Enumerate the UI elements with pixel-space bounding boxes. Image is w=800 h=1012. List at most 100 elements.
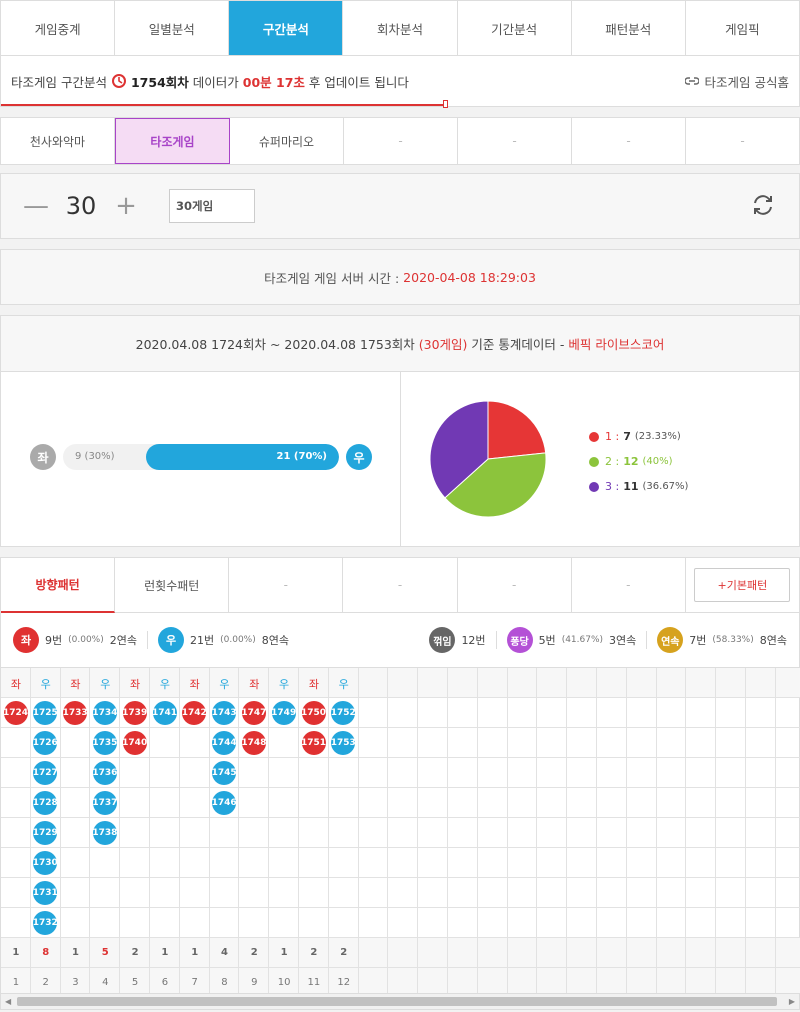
grid-cell — [418, 878, 448, 908]
grid-cell — [239, 818, 270, 848]
scroll-thumb[interactable] — [17, 997, 777, 1006]
notice-time: 00분 17초 — [242, 74, 305, 90]
legend-dot — [589, 481, 599, 492]
grid-cell — [358, 848, 389, 878]
tab-daily-analysis[interactable]: 일별분석 — [115, 1, 230, 55]
grid-cell — [537, 788, 568, 818]
increase-button[interactable]: + — [115, 191, 137, 221]
ptab-empty: - — [229, 558, 344, 613]
basic-pattern-button[interactable]: +기본패턴 — [694, 568, 791, 602]
link-icon — [684, 77, 699, 85]
grid-cell — [418, 668, 448, 698]
grid-cell — [60, 668, 91, 698]
tab-run-pattern[interactable]: 런횟수패턴 — [115, 558, 230, 613]
tab-section-analysis[interactable]: 구간분석 — [229, 1, 344, 55]
grid-cell — [448, 848, 478, 878]
decrease-button[interactable]: — — [23, 191, 49, 221]
tab-round-analysis[interactable]: 회차분석 — [343, 1, 458, 55]
grid-cell — [775, 818, 800, 848]
tab-game-relay[interactable]: 게임중계 — [1, 1, 116, 55]
pong-badge: 퐁당 — [506, 627, 533, 653]
grid-cell — [626, 728, 657, 758]
grid-cell — [209, 938, 240, 968]
grid-cell — [299, 878, 329, 908]
grid-cell — [388, 878, 419, 908]
grid-cell — [120, 848, 150, 878]
grid-cell — [775, 908, 800, 938]
tab-direction-pattern[interactable]: 방향패턴 — [1, 558, 116, 613]
grid-cell — [448, 878, 478, 908]
round-ball: 1737 — [92, 791, 117, 815]
column-index: 11 — [307, 977, 321, 988]
grid-cell — [60, 788, 91, 818]
grid-cell — [30, 818, 61, 848]
grid-cell — [477, 848, 508, 878]
grid-cell — [597, 728, 627, 758]
grid-cell — [716, 908, 746, 938]
refresh-icon[interactable] — [749, 191, 777, 219]
subtab-empty: - — [572, 118, 686, 164]
game-count-dropdown[interactable]: 30게임 — [169, 189, 255, 223]
column-head: 좌 — [308, 678, 319, 691]
notice-round: 1754회차 — [130, 74, 189, 90]
tab-game-pick[interactable]: 게임픽 — [725, 21, 760, 37]
column-head: 우 — [219, 678, 230, 691]
grid-cell — [269, 758, 299, 788]
grid-cell — [269, 788, 299, 818]
round-ball: 1748 — [241, 731, 266, 755]
round-ball: 1732 — [33, 911, 58, 935]
grid-cell — [477, 908, 508, 938]
tab-period-analysis[interactable]: 기간분석 — [458, 1, 572, 55]
grid-cell — [567, 728, 597, 758]
grid-cell — [597, 878, 627, 908]
grid-cell — [328, 698, 359, 728]
grid-cell — [537, 698, 568, 728]
official-home-link[interactable]: 타조게임 공식홈 — [684, 72, 789, 91]
divider — [646, 631, 648, 649]
game-count-value: 30 — [65, 192, 97, 220]
grid-cell — [358, 938, 389, 968]
grid-cell — [299, 938, 329, 968]
grid-cell — [656, 818, 687, 848]
grid-cell — [567, 758, 597, 788]
grid-cell — [150, 938, 180, 968]
grid-cell — [626, 788, 657, 818]
grid-cell — [746, 938, 776, 968]
pong-streak: 3연속 — [609, 634, 637, 647]
scroll-right-icon[interactable]: ▶ — [788, 997, 795, 1006]
grid-cell — [626, 668, 657, 698]
grid-cell — [30, 908, 61, 938]
legend-label: 2 : — [605, 455, 620, 468]
stats-brand: 베픽 라이브스코어 — [568, 337, 665, 352]
grid-cell — [179, 698, 210, 728]
grid-cell — [209, 728, 240, 758]
grid-cell — [746, 668, 776, 698]
grid-cell — [90, 788, 121, 818]
grid-cell — [30, 788, 61, 818]
grid-cell — [90, 848, 121, 878]
tab-pattern-analysis[interactable]: 패턴분석 — [572, 1, 686, 55]
grid-cell — [656, 788, 687, 818]
column-count: 8 — [42, 947, 50, 958]
grid-cell — [567, 908, 597, 938]
scroll-left-icon[interactable]: ◀ — [5, 997, 12, 1006]
right-ratio-text: 21 (70%) — [276, 451, 327, 462]
grid-cell — [448, 758, 478, 788]
stats-panel: 2020.04.08 1724회차 ~ 2020.04.08 1753회차 (3… — [0, 315, 800, 547]
horizontal-scrollbar[interactable]: ◀ ▶ — [0, 993, 800, 1010]
column-index: 9 — [251, 977, 258, 988]
streak-streak: 8연속 — [759, 634, 787, 647]
grid-cell — [328, 938, 359, 968]
grid-cell — [597, 698, 627, 728]
grid-cell — [746, 848, 776, 878]
column-count: 1 — [12, 947, 20, 958]
subtab-tajo-game[interactable]: 타조게임 — [115, 118, 230, 164]
grid-cell — [299, 848, 329, 878]
right-badge: 우 — [346, 444, 372, 470]
grid-cell — [299, 788, 329, 818]
subtab-angel-devil[interactable]: 천사와악마 — [1, 118, 115, 164]
stats-mid: 기준 통계데이터 - — [471, 337, 565, 352]
column-count: 2 — [131, 947, 139, 958]
subtab-super-mario[interactable]: 슈퍼마리오 — [230, 118, 344, 164]
grid-cell — [775, 758, 800, 788]
